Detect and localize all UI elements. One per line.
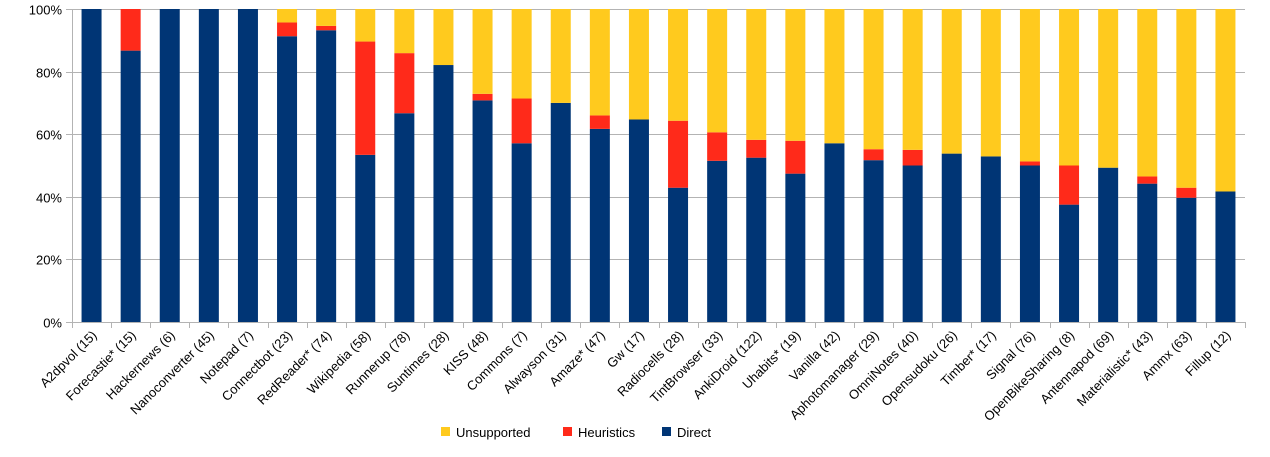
bar-segment-direct: [198, 9, 219, 322]
legend: Unsupported Heuristics Direct: [441, 425, 711, 440]
bar-segment-unsupported: [277, 9, 298, 23]
bar-segment-unsupported: [941, 9, 962, 154]
legend-label-direct: Direct: [677, 425, 711, 440]
bar-segment-heuristics: [355, 41, 376, 155]
bar-segment-heuristics: [1176, 187, 1197, 198]
bar-segment-direct: [941, 153, 962, 322]
bar-segment-unsupported: [668, 9, 689, 121]
bar-segment-heuristics: [394, 53, 415, 114]
bar-segment-heuristics: [316, 25, 337, 31]
bar-segment-heuristics: [511, 98, 532, 144]
bar-segment-unsupported: [1137, 9, 1158, 177]
bar-segment-unsupported: [707, 9, 728, 133]
y-tick-label: 0%: [43, 316, 62, 331]
bar-segment-heuristics: [902, 149, 923, 166]
x-tick-label: Connectbot (23): [219, 328, 296, 405]
legend-swatch-heuristics: [563, 427, 572, 436]
bar-segment-unsupported: [1176, 9, 1197, 188]
bar-segment-unsupported: [628, 9, 649, 120]
y-axis: 0% 20% 40% 60% 80% 100%: [29, 3, 73, 331]
bar-segment-unsupported: [902, 9, 923, 150]
x-tick-label: OmniNotes (40): [845, 328, 920, 403]
bar-segment-unsupported: [1215, 9, 1236, 192]
bar-segment-unsupported: [824, 9, 845, 144]
bar-segment-direct: [472, 100, 493, 323]
bar-segment-direct: [824, 143, 845, 322]
bar-segment-direct: [277, 36, 298, 322]
bar-segment-unsupported: [863, 9, 884, 150]
bar-segment-unsupported: [316, 9, 337, 26]
bar-segment-direct: [433, 65, 454, 322]
bar-segment-unsupported: [394, 9, 415, 54]
bar-segment-heuristics: [1059, 165, 1080, 205]
bar-segment-unsupported: [355, 9, 376, 42]
bar-segment-direct: [746, 157, 767, 322]
bar-segment-unsupported: [433, 9, 454, 66]
legend-swatch-direct: [662, 427, 671, 436]
legend-label-unsupported: Unsupported: [456, 425, 530, 440]
bar-segment-unsupported: [746, 9, 767, 140]
x-tick-label: Forecastie* (15): [63, 328, 139, 404]
bar-segment-direct: [316, 30, 337, 323]
bar-segment-heuristics: [472, 93, 493, 101]
bar-segment-direct: [589, 128, 610, 322]
bar-segment-direct: [1098, 167, 1119, 322]
bar-segment-heuristics: [863, 149, 884, 161]
bar-segment-direct: [1176, 197, 1197, 322]
bar-segment-direct: [1215, 191, 1236, 322]
bar-segment-heuristics: [707, 132, 728, 161]
bar-segment-direct: [81, 9, 102, 322]
bar-segment-unsupported: [472, 9, 493, 94]
bar-segment-unsupported: [550, 9, 571, 103]
bar-segment-unsupported: [511, 9, 532, 99]
bar-segment-heuristics: [277, 22, 298, 37]
bar-segment-direct: [1059, 204, 1080, 323]
bar-segment-heuristics: [668, 120, 689, 188]
bar-segment-heuristics: [1019, 161, 1040, 166]
bar-segment-direct: [120, 50, 141, 322]
bar-segment-direct: [394, 113, 415, 322]
bar-segment-direct: [707, 160, 728, 322]
bar-segment-heuristics: [746, 139, 767, 158]
bar-segment-direct: [785, 173, 806, 322]
bar-segment-unsupported: [1098, 9, 1119, 168]
bar-segment-unsupported: [980, 9, 1001, 157]
bar-segment-direct: [980, 156, 1001, 322]
x-tick-label: Hackernews (6): [103, 328, 178, 403]
bar-segment-direct: [1019, 165, 1040, 322]
bar-segment-direct: [668, 187, 689, 322]
bar-segment-direct: [902, 165, 923, 322]
bar-segment-direct: [628, 119, 649, 323]
bar-segment-direct: [511, 143, 532, 322]
bars: [81, 9, 1236, 323]
bar-segment-direct: [159, 9, 180, 322]
bar-segment-direct: [237, 9, 258, 322]
bar-segment-unsupported: [589, 9, 610, 116]
bar-segment-heuristics: [785, 140, 806, 174]
bar-segment-unsupported: [1019, 9, 1040, 162]
bar-segment-heuristics: [1137, 176, 1158, 184]
y-tick-label: 20%: [36, 253, 62, 268]
bar-segment-unsupported: [785, 9, 806, 141]
bar-segment-unsupported: [1059, 9, 1080, 166]
x-tick-label: AnkiDroid (122): [690, 328, 764, 402]
bar-segment-direct: [355, 154, 376, 322]
bar-segment-direct: [863, 160, 884, 322]
bar-segment-heuristics: [589, 115, 610, 129]
bar-segment-heuristics: [120, 9, 141, 51]
y-tick-label: 60%: [36, 128, 62, 143]
bar-segment-direct: [1137, 183, 1158, 322]
legend-swatch-unsupported: [441, 427, 450, 436]
legend-label-heuristics: Heuristics: [578, 425, 636, 440]
y-tick-label: 80%: [36, 66, 62, 81]
y-tick-label: 100%: [29, 3, 63, 18]
x-axis: A2dpvol (15)Forecastie* (15)Hackernews (…: [37, 322, 1246, 424]
bar-segment-direct: [550, 102, 571, 323]
y-tick-label: 40%: [36, 191, 62, 206]
